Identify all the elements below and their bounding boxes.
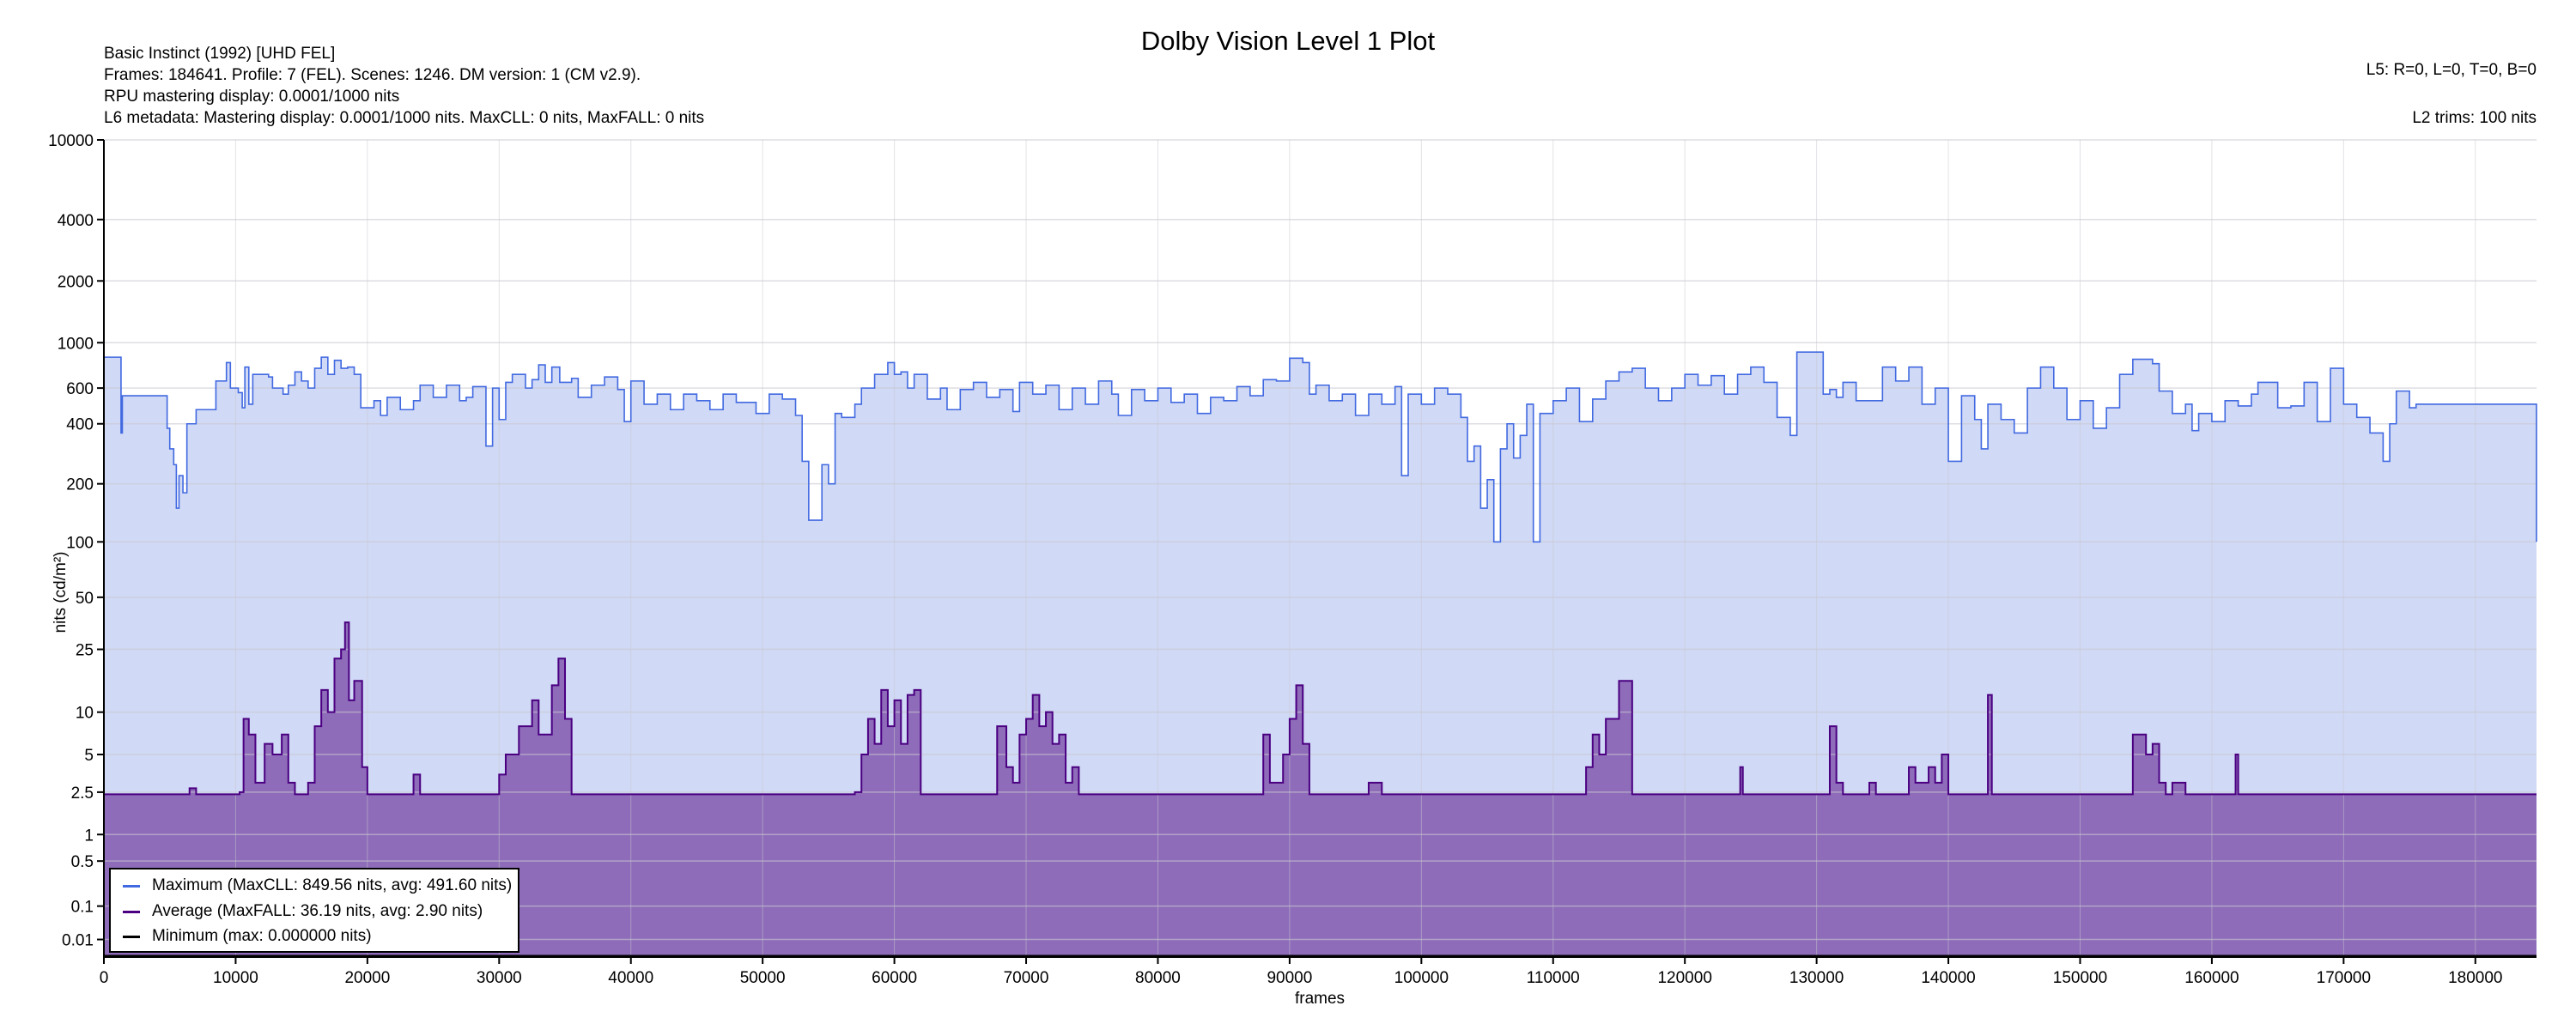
x-tick-label: 50000 <box>740 969 786 987</box>
header-line-frames: Frames: 184641. Profile: 7 (FEL). Scenes… <box>104 66 641 84</box>
y-tick-label: 0.5 <box>71 853 94 871</box>
header-l2: L2 trims: 100 nits <box>2412 109 2537 127</box>
header-line-rpu: RPU mastering display: 0.0001/1000 nits <box>104 88 400 106</box>
x-tick-label: 0 <box>100 969 109 987</box>
x-tick-label: 60000 <box>872 969 917 987</box>
x-tick-label: 80000 <box>1135 969 1181 987</box>
x-tick-label: 180000 <box>2448 969 2502 987</box>
x-tick-label: 120000 <box>1657 969 1711 987</box>
y-tick-label: 2.5 <box>71 785 94 803</box>
x-tick-label: 20000 <box>344 969 390 987</box>
y-tick-label: 1000 <box>58 335 94 353</box>
header-l5: L5: R=0, L=0, T=0, B=0 <box>2366 61 2537 79</box>
y-tick-label: 0.1 <box>71 899 94 917</box>
y-tick-label: 50 <box>76 590 94 608</box>
y-tick-label: 25 <box>76 642 94 660</box>
legend: Maximum (MaxCLL: 849.56 nits, avg: 491.6… <box>109 868 519 953</box>
x-tick-label: 10000 <box>213 969 258 987</box>
y-tick-label: 400 <box>66 416 94 434</box>
y-tick-label: 10 <box>76 705 94 723</box>
x-tick-label: 100000 <box>1394 969 1449 987</box>
header-line-title: Basic Instinct (1992) [UHD FEL] <box>104 45 336 63</box>
y-axis-label: nits (cd/m²) <box>52 551 70 633</box>
y-tick-label: 2000 <box>58 273 94 291</box>
x-tick-label: 130000 <box>1789 969 1844 987</box>
y-tick-label: 600 <box>66 380 94 398</box>
y-tick-label: 0.01 <box>62 932 94 950</box>
legend-swatch-minimum <box>123 935 140 938</box>
x-tick-label: 140000 <box>1921 969 1975 987</box>
chart-title: Dolby Vision Level 1 Plot <box>1140 26 1436 56</box>
x-tick-label: 30000 <box>477 969 522 987</box>
x-tick-label: 110000 <box>1527 969 1580 987</box>
legend-item-maximum: Maximum (MaxCLL: 849.56 nits, avg: 491.6… <box>123 876 512 895</box>
maximum-line <box>104 351 2537 543</box>
x-tick-label: 170000 <box>2317 969 2371 987</box>
x-tick-label: 70000 <box>1004 969 1049 987</box>
x-tick-label: 160000 <box>2184 969 2239 987</box>
y-tick-label: 1 <box>84 827 94 845</box>
legend-label-maximum: Maximum (MaxCLL: 849.56 nits, avg: 491.6… <box>152 876 513 894</box>
y-tick-label: 5 <box>84 747 94 765</box>
x-tick-label: 150000 <box>2053 969 2107 987</box>
x-tick-label: 40000 <box>608 969 653 987</box>
y-tick-label: 100 <box>66 534 94 552</box>
legend-swatch-maximum <box>123 884 140 888</box>
legend-label-average: Average (MaxFALL: 36.19 nits, avg: 2.90 … <box>152 902 483 920</box>
legend-item-minimum: Minimum (max: 0.000000 nits) <box>123 927 372 946</box>
y-tick-label: 4000 <box>58 212 94 230</box>
average-area <box>104 622 2537 957</box>
legend-item-average: Average (MaxFALL: 36.19 nits, avg: 2.90 … <box>123 902 483 921</box>
x-tick-label: 90000 <box>1267 969 1312 987</box>
average-line <box>104 621 2537 796</box>
header-line-l6: L6 metadata: Mastering display: 0.0001/1… <box>104 109 705 127</box>
x-axis-label: frames <box>1294 990 1346 1008</box>
legend-swatch-average <box>123 910 140 913</box>
legend-label-minimum: Minimum (max: 0.000000 nits) <box>152 927 372 945</box>
y-tick-label: 200 <box>66 476 94 494</box>
y-tick-label: 10000 <box>48 132 94 150</box>
